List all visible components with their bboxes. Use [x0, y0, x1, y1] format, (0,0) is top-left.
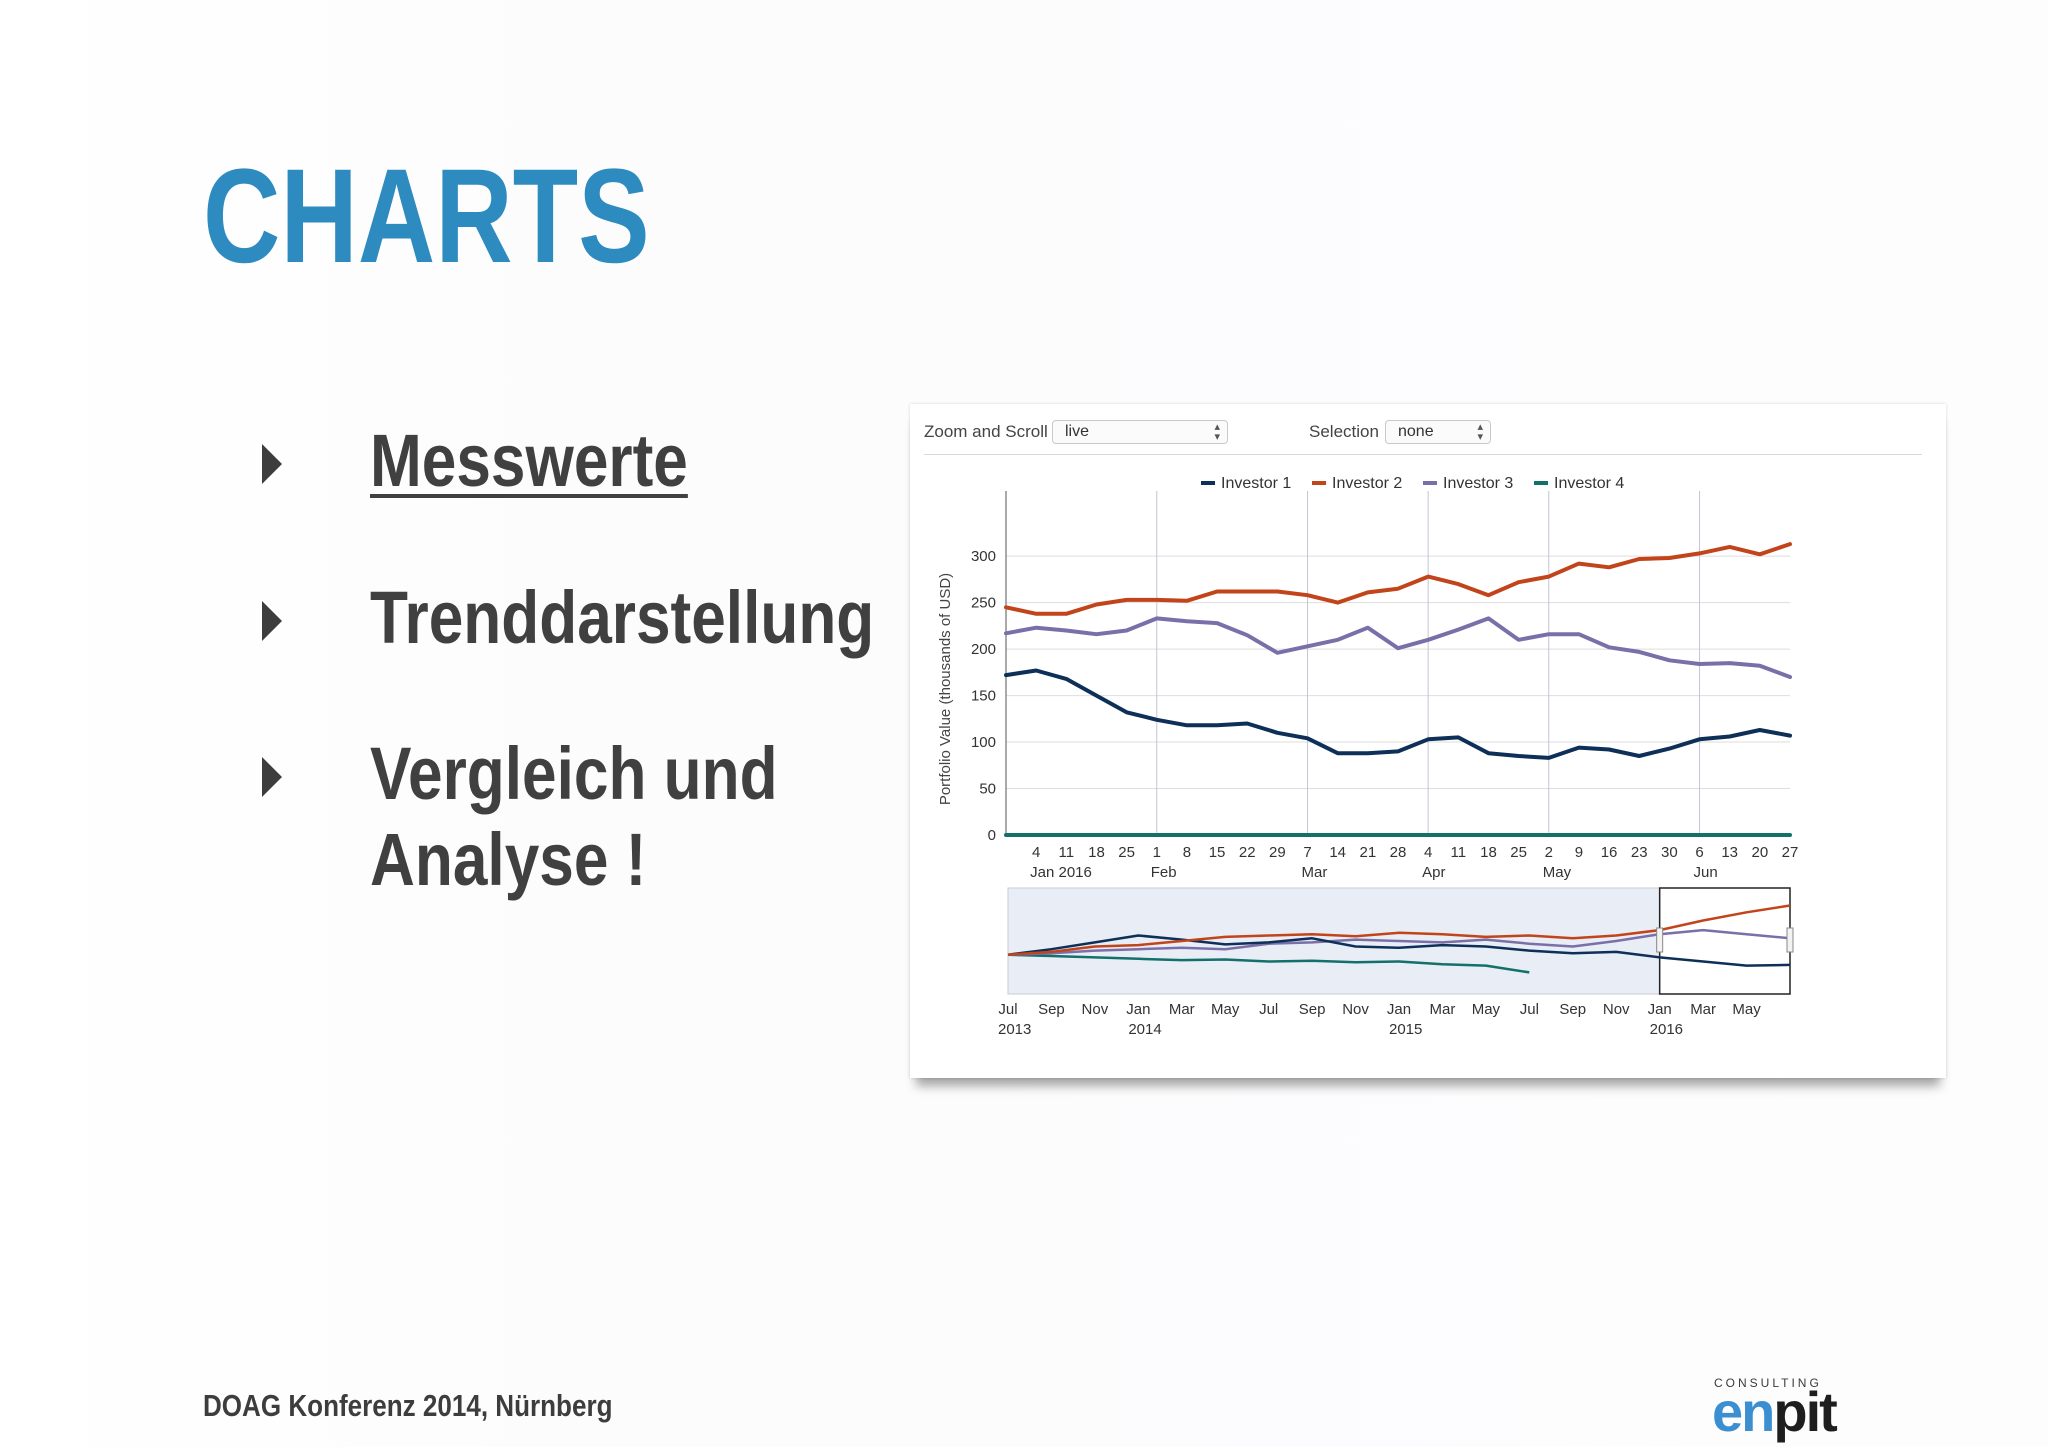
logo-wordmark: enpit	[1712, 1380, 1838, 1443]
navigator-tick-label: Mar	[1430, 1001, 1456, 1018]
x-tick-label: 27	[1782, 844, 1799, 861]
x-tick-label: 30	[1661, 844, 1678, 861]
x-month-label: Mar	[1302, 864, 1328, 881]
navigator-tick-label: Jul	[998, 1001, 1017, 1018]
legend-entry: Investor 2	[1332, 475, 1402, 492]
x-tick-label: 21	[1360, 844, 1377, 861]
x-tick-label: 23	[1631, 844, 1648, 861]
y-tick-label: 250	[971, 595, 996, 612]
x-month-label: May	[1543, 864, 1572, 881]
x-tick-label: 2	[1545, 844, 1553, 861]
navigator-tick-label: Jul	[1259, 1001, 1278, 1018]
bullet-arrow-icon	[262, 444, 282, 484]
navigator-tick-label: Jan	[1648, 1001, 1672, 1018]
x-tick-label: 6	[1695, 844, 1703, 861]
bullet-label: Trenddarstellung	[370, 576, 875, 659]
navigator-tick-label: May	[1472, 1001, 1501, 1018]
navigator-tick-label: May	[1211, 1001, 1240, 1018]
x-tick-label: 13	[1721, 844, 1738, 861]
x-tick-label: 11	[1451, 844, 1467, 861]
x-month-label: Feb	[1151, 864, 1177, 881]
select-arrows-icon: ▴ ▾	[1477, 421, 1483, 443]
navigator-tick-label: Sep	[1559, 1001, 1586, 1018]
x-tick-label: 8	[1183, 844, 1191, 861]
legend-entry: Investor 1	[1221, 475, 1291, 492]
navigator-line-investor-1	[1007, 934, 1791, 967]
select-arrows-icon: ▴ ▾	[1214, 421, 1220, 443]
bullet-label[interactable]: Messwerte	[370, 419, 688, 502]
y-tick-label: 200	[971, 641, 996, 658]
navigator-year-label: 2015	[1389, 1021, 1422, 1038]
bullet-label-continued: Analyse !	[370, 818, 647, 901]
controls-divider	[924, 454, 1922, 455]
x-month-label: Jan 2016	[1030, 864, 1092, 881]
navigator-tick-label: Nov	[1342, 1001, 1369, 1018]
x-month-label: Apr	[1422, 864, 1445, 881]
chart-panel: Zoom and Scroll live ▴ ▾ Selection none ▴…	[924, 414, 1936, 1062]
legend-entry: Investor 3	[1443, 475, 1513, 492]
x-tick-label: 16	[1601, 844, 1618, 861]
navigator-selection-window	[1658, 887, 1791, 995]
selection-select[interactable]: none ▴ ▾	[1385, 420, 1491, 444]
x-tick-label: 11	[1059, 844, 1075, 861]
y-axis-label: Portfolio Value (thousands of USD)	[937, 573, 954, 805]
navigator-handle	[1786, 927, 1794, 953]
navigator-tick-label: Mar	[1169, 1001, 1195, 1018]
x-tick-label: 18	[1480, 844, 1497, 861]
portfolio-chart[interactable]: Investor 1 Investor 2 Investor 3 Investor 4…	[924, 414, 1936, 1062]
x-month-label: Jun	[1694, 864, 1718, 881]
x-tick-label: 14	[1329, 844, 1346, 861]
selection-value: none	[1398, 423, 1434, 440]
x-tick-label: 25	[1118, 844, 1135, 861]
slide-title: CHARTS	[203, 142, 650, 291]
x-tick-label: 7	[1303, 844, 1311, 861]
y-tick-label: 150	[971, 688, 996, 705]
y-tick-label: 100	[971, 734, 996, 751]
navigator-tick-label: Mar	[1690, 1001, 1716, 1018]
navigator-tick-label: May	[1732, 1001, 1761, 1018]
x-tick-label: 4	[1424, 844, 1432, 861]
series-line-investor-2	[1004, 542, 1792, 616]
x-tick-label: 25	[1510, 844, 1527, 861]
navigator-tick-label: Sep	[1038, 1001, 1065, 1018]
logo-consulting-text: CONSULTING	[1714, 1376, 1822, 1390]
selection-label: Selection	[1309, 422, 1379, 441]
navigator-handle	[1656, 927, 1664, 953]
x-tick-label: 22	[1239, 844, 1256, 861]
navigator-tick-label: Jul	[1520, 1001, 1539, 1018]
navigator-year-label: 2013	[998, 1021, 1031, 1038]
x-tick-label: 28	[1390, 844, 1407, 861]
y-tick-label: 300	[971, 548, 996, 565]
zoom-scroll-value: live	[1065, 423, 1090, 440]
enpit-logo: CONSULTING enpit	[1712, 1376, 1862, 1440]
x-tick-label: 1	[1153, 844, 1161, 861]
legend-entry: Investor 4	[1554, 475, 1624, 492]
bullet-arrow-icon	[262, 601, 282, 641]
x-tick-label: 15	[1209, 844, 1226, 861]
y-tick-label: 0	[988, 827, 996, 844]
x-tick-label: 18	[1088, 844, 1105, 861]
navigator-tick-label: Nov	[1603, 1001, 1630, 1018]
navigator-tick-label: Nov	[1082, 1001, 1109, 1018]
x-tick-label: 4	[1032, 844, 1040, 861]
navigator-year-label: 2014	[1128, 1021, 1161, 1038]
series-line-investor-3	[1004, 616, 1792, 679]
x-tick-label: 9	[1575, 844, 1583, 861]
navigator-tick-label: Jan	[1387, 1001, 1411, 1018]
navigator-line-investor-4	[1007, 953, 1530, 974]
navigator-year-label: 2016	[1650, 1021, 1683, 1038]
x-tick-label: 20	[1752, 844, 1769, 861]
zoom-scroll-label: Zoom and Scroll	[924, 422, 1048, 441]
navigator-tick-label: Jan	[1126, 1001, 1150, 1018]
chart-screenshot: Zoom and Scroll live ▴ ▾ Selection none ▴…	[910, 404, 1946, 1078]
bullet-arrow-icon	[262, 757, 282, 797]
y-tick-label: 50	[979, 781, 996, 798]
bullet-label: Vergleich und	[370, 732, 778, 815]
navigator-tick-label: Sep	[1299, 1001, 1326, 1018]
series-line-investor-1	[1004, 668, 1792, 760]
x-tick-label: 29	[1269, 844, 1286, 861]
footer-text: DOAG Konferenz 2014, Nürnberg	[203, 1388, 613, 1423]
zoom-scroll-select[interactable]: live ▴ ▾	[1052, 420, 1228, 444]
